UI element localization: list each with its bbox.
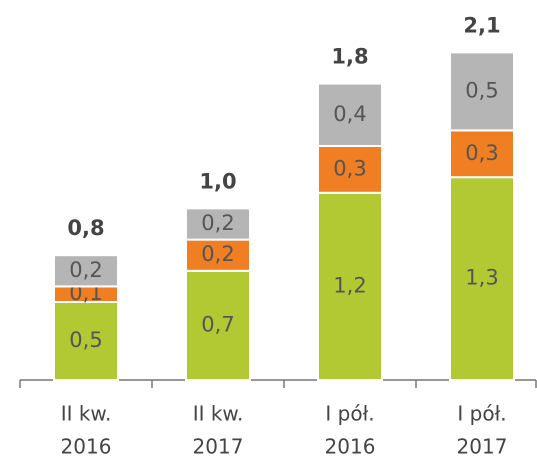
x-tick-label: II kw. [193, 402, 244, 426]
value-label: 0,7 [201, 312, 234, 336]
bar-segment [317, 145, 383, 194]
bar-segment [449, 51, 515, 132]
value-label: 1,3 [465, 266, 498, 290]
bar-segment [53, 254, 119, 288]
x-tick-label: I pół. [325, 402, 374, 426]
bar-segment [317, 82, 383, 147]
bar-segment [449, 129, 515, 179]
x-tick-label: II kw. [61, 402, 112, 426]
x-tick-label: 2017 [457, 435, 508, 459]
x-tick-label: I pół. [457, 402, 506, 426]
value-label: 0,5 [465, 78, 498, 102]
value-label: 0,2 [201, 211, 234, 235]
value-label: 1,2 [333, 273, 366, 297]
x-tick-label: 2016 [325, 435, 376, 459]
value-label: 0,5 [69, 328, 102, 352]
value-label: 0,3 [333, 156, 366, 180]
value-label: 0,2 [201, 242, 234, 266]
value-label: 0,3 [465, 141, 498, 165]
total-label: 1,0 [199, 169, 236, 193]
total-label: 0,8 [67, 216, 104, 240]
bar-segment [317, 191, 383, 381]
value-label: 0,2 [69, 258, 102, 282]
x-tick-label: 2017 [193, 435, 244, 459]
total-label: 1,8 [331, 45, 368, 69]
bar-segment [185, 207, 251, 241]
total-label: 2,1 [463, 13, 500, 37]
value-label: 0,4 [333, 102, 366, 126]
x-tick-label: 2016 [61, 435, 112, 459]
